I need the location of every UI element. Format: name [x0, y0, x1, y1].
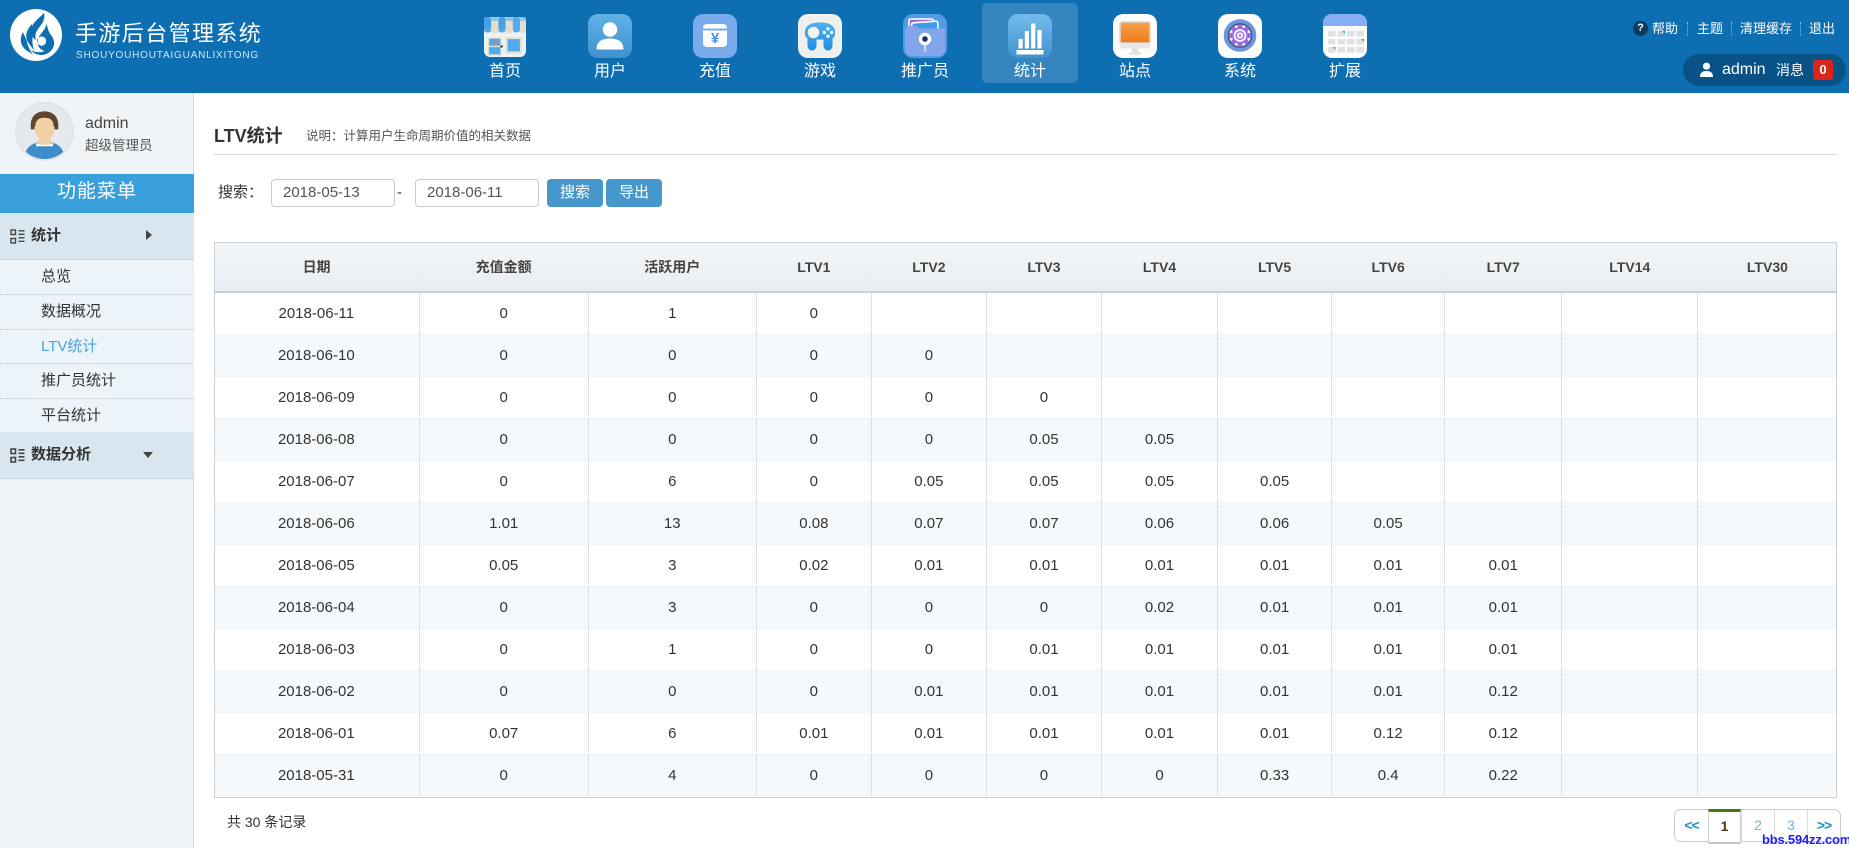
svg-text:¥: ¥ [711, 30, 720, 47]
